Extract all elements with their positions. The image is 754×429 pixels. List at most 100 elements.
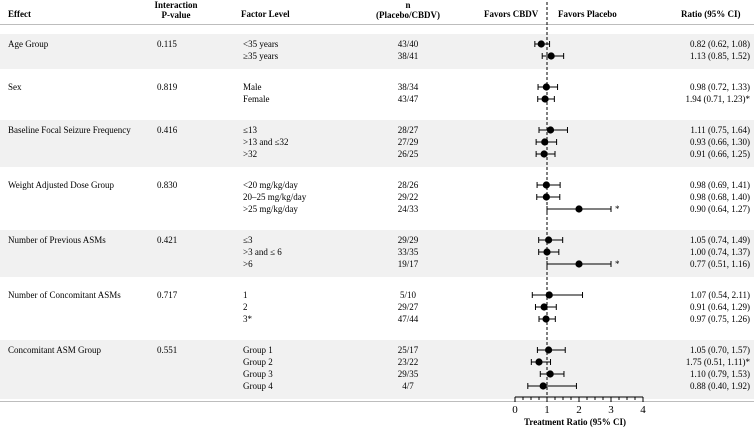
point-estimate <box>546 370 554 378</box>
n-count: 4/7 <box>402 381 414 391</box>
interaction-p-value: 0.819 <box>157 82 178 92</box>
factor-level-label: 20–25 mg/kg/day <box>243 192 307 202</box>
point-estimate <box>575 260 583 268</box>
interaction-p-value: 0.416 <box>157 125 178 135</box>
interaction-p-value: 0.551 <box>157 345 178 355</box>
ratio-ci-text: 0.93 (0.66, 1.30) <box>690 137 750 147</box>
factor-level-label: <35 years <box>243 39 279 49</box>
factor-level-label: Group 4 <box>243 381 273 391</box>
header-n: n (Placebo/CBDV) <box>376 0 440 20</box>
n-count: 24/33 <box>397 204 419 214</box>
n-count: 28/26 <box>397 180 419 190</box>
ratio-ci-text: 1.05 (0.74, 1.49) <box>690 235 750 245</box>
n-count: 26/25 <box>397 149 419 159</box>
n-count: 43/47 <box>397 94 419 104</box>
effect-label: Age Group <box>8 39 49 49</box>
ratio-ci-text: 1.05 (0.70, 1.57) <box>690 345 750 355</box>
effect-label: Number of Concomitant ASMs <box>8 290 121 300</box>
ratio-ci-text: 1.13 (0.85, 1.52) <box>690 51 750 61</box>
factor-level-label: >6 <box>243 259 253 269</box>
factor-level-label: 1 <box>243 290 248 300</box>
n-count: 27/29 <box>397 137 419 147</box>
effect-label: Number of Previous ASMs <box>8 235 106 245</box>
point-estimate <box>545 346 553 354</box>
point-estimate <box>542 315 550 323</box>
effect-label: Concomitant ASM Group <box>8 345 102 355</box>
factor-level-label: ≥35 years <box>243 51 279 61</box>
interaction-p-value: 0.717 <box>157 290 178 300</box>
x-axis-label: Treatment Ratio (95% CI) <box>524 417 626 427</box>
n-count: 47/44 <box>397 314 419 324</box>
interaction-p-value: 0.115 <box>157 39 177 49</box>
point-estimate <box>575 205 583 213</box>
n-count: 19/17 <box>397 259 419 269</box>
point-estimate <box>540 150 548 158</box>
ratio-ci-text: 1.94 (0.71, 1.23)* <box>685 94 751 104</box>
ratio-ci-text: 0.88 (0.40, 1.92) <box>690 381 750 391</box>
n-count: 38/34 <box>397 82 419 92</box>
n-count: 29/29 <box>397 235 419 245</box>
x-tick-label: 2 <box>576 404 582 416</box>
factor-level-label: 3* <box>243 314 252 324</box>
factor-level-label: 2 <box>243 302 248 312</box>
factor-level-label: Group 1 <box>243 345 273 355</box>
group-band <box>0 120 754 167</box>
n-count: 33/35 <box>397 247 419 257</box>
factor-level-label: >13 and ≤32 <box>243 137 289 147</box>
ratio-ci-text: 0.91 (0.64, 1.29) <box>690 302 750 312</box>
ratio-ci-text: 0.91 (0.66, 1.25) <box>690 149 750 159</box>
n-count: 29/27 <box>397 302 419 312</box>
ratio-ci-text: 0.77 (0.51, 1.16) <box>690 259 750 269</box>
group-band <box>0 34 754 69</box>
ratio-ci-text: 0.98 (0.68, 1.40) <box>690 192 750 202</box>
point-estimate <box>537 40 545 48</box>
ratio-ci-text: 0.97 (0.75, 1.26) <box>690 314 750 324</box>
header-effect: Effect <box>8 9 31 19</box>
ratio-ci-text: 0.98 (0.69, 1.41) <box>690 180 750 190</box>
point-estimate <box>546 126 555 134</box>
factor-level-label: ≤13 <box>243 125 257 135</box>
group-band <box>0 230 754 277</box>
factor-level-label: <20 mg/kg/day <box>243 180 298 190</box>
ratio-ci-text: 0.90 (0.64, 1.27) <box>690 204 750 214</box>
point-estimate <box>545 236 553 244</box>
effect-label: Baseline Focal Seizure Frequency <box>8 125 131 135</box>
point-estimate <box>547 52 555 60</box>
factor-level-label: Male <box>243 82 262 92</box>
n-count: 43/40 <box>397 39 419 49</box>
header-divider <box>0 24 754 25</box>
header-favors-cbdv: Favors CBDV <box>484 9 539 19</box>
interaction-p-value: 0.830 <box>157 180 178 190</box>
header-favors-placebo: Favors Placebo <box>558 9 617 19</box>
point-estimate <box>535 358 543 366</box>
effect-label: Weight Adjusted Dose Group <box>8 180 115 190</box>
x-tick-label: 4 <box>640 404 646 416</box>
effect-label: Sex <box>8 82 22 92</box>
factor-level-label: Female <box>243 94 270 104</box>
outlier-marker: * <box>615 259 620 269</box>
n-count: 25/17 <box>397 345 419 355</box>
n-count: 29/35 <box>397 369 419 379</box>
factor-level-label: Group 3 <box>243 369 273 379</box>
factor-level-label: ≤3 <box>243 235 253 245</box>
factor-level-label: Group 2 <box>243 357 273 367</box>
point-estimate <box>542 83 550 91</box>
header-ratio-ci: Ratio (95% CI) <box>681 9 741 19</box>
point-estimate <box>539 382 547 390</box>
x-tick-label: 3 <box>608 404 614 416</box>
ratio-ci-text: 0.82 (0.62, 1.08) <box>690 39 750 49</box>
group-band <box>0 340 754 399</box>
header-interaction-p-value: Interaction P-value <box>154 0 198 20</box>
factor-level-label: >32 <box>243 149 258 159</box>
point-estimate <box>542 181 550 189</box>
ratio-ci-text: 1.75 (0.51, 1.11)* <box>685 357 750 367</box>
point-estimate <box>541 95 549 103</box>
point-estimate <box>540 303 548 311</box>
ratio-ci-text: 1.07 (0.54, 2.11) <box>690 290 750 300</box>
x-tick-label: 1 <box>544 404 550 416</box>
factor-level-label: >3 and ≤ 6 <box>243 247 282 257</box>
header-factor-level: Factor Level <box>241 9 290 19</box>
outlier-marker: * <box>615 204 620 214</box>
n-count: 29/22 <box>397 192 419 202</box>
